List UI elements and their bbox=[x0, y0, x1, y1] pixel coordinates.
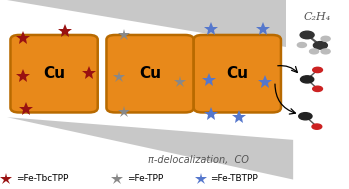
FancyBboxPatch shape bbox=[194, 35, 281, 112]
Text: Cu: Cu bbox=[139, 66, 161, 81]
Text: =Fe-TPP: =Fe-TPP bbox=[127, 174, 163, 183]
Circle shape bbox=[313, 42, 327, 49]
Circle shape bbox=[313, 86, 322, 91]
Circle shape bbox=[297, 43, 306, 47]
Circle shape bbox=[321, 36, 330, 41]
Text: π-delocalization,  CO: π-delocalization, CO bbox=[148, 155, 250, 165]
Text: Cu: Cu bbox=[226, 66, 248, 81]
Circle shape bbox=[300, 31, 314, 39]
Text: C₂H₄: C₂H₄ bbox=[304, 12, 331, 22]
Polygon shape bbox=[7, 0, 286, 47]
Text: Cu: Cu bbox=[43, 66, 65, 81]
Circle shape bbox=[310, 49, 319, 54]
Circle shape bbox=[300, 76, 314, 83]
Circle shape bbox=[313, 67, 322, 73]
Circle shape bbox=[321, 49, 330, 54]
Text: =Fe-TBTPP: =Fe-TBTPP bbox=[210, 174, 258, 183]
Circle shape bbox=[312, 124, 322, 129]
Circle shape bbox=[299, 113, 312, 120]
FancyBboxPatch shape bbox=[106, 35, 194, 112]
FancyBboxPatch shape bbox=[10, 35, 98, 112]
Text: =Fe-TbcTPP: =Fe-TbcTPP bbox=[16, 174, 68, 183]
Polygon shape bbox=[7, 117, 293, 180]
